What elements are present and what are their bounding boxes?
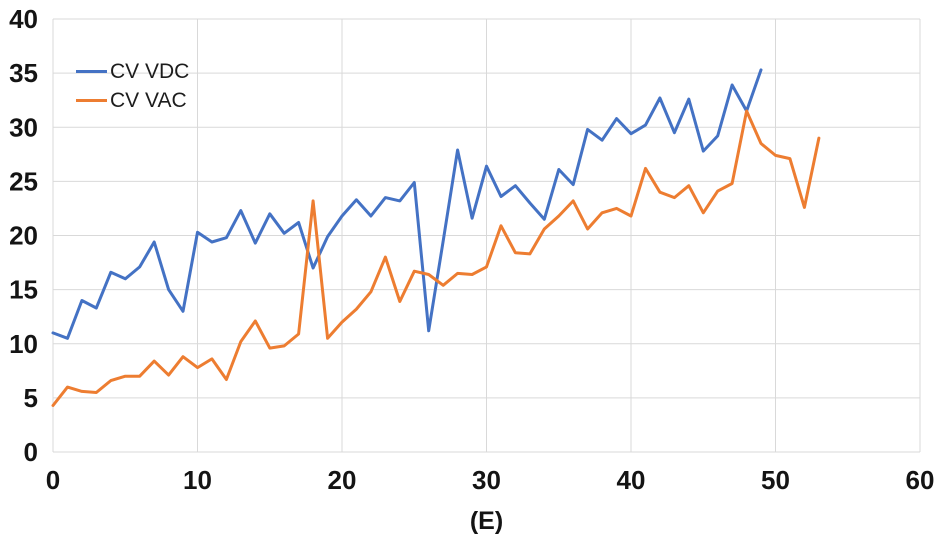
x-tick-label: 60 bbox=[906, 465, 935, 495]
y-tick-label: 10 bbox=[9, 329, 38, 359]
y-tick-label: 0 bbox=[24, 437, 38, 467]
x-tick-label: 0 bbox=[46, 465, 60, 495]
y-tick-label: 20 bbox=[9, 221, 38, 251]
y-tick-label: 40 bbox=[9, 4, 38, 34]
chart-legend: CV VDC CV VAC bbox=[76, 57, 189, 115]
y-tick-label: 35 bbox=[9, 58, 38, 88]
x-tick-label: 40 bbox=[617, 465, 646, 495]
y-tick-label: 30 bbox=[9, 112, 38, 142]
y-tick-label: 5 bbox=[24, 383, 38, 413]
legend-line-cv-vac-icon bbox=[76, 99, 107, 102]
legend-label-cv-vac: CV VAC bbox=[110, 89, 187, 112]
series-line-cv-vac bbox=[51, 109, 821, 407]
y-tick-label: 25 bbox=[9, 166, 38, 196]
x-axis-title: (E) bbox=[469, 507, 504, 535]
series-line-cv-vdc bbox=[51, 68, 763, 340]
legend-line-cv-vdc-icon bbox=[76, 70, 107, 73]
x-tick-label: 50 bbox=[761, 465, 790, 495]
y-tick-label: 15 bbox=[9, 275, 38, 305]
legend-item-cv-vdc: CV VDC bbox=[76, 57, 189, 86]
x-tick-label: 20 bbox=[328, 465, 357, 495]
x-tick-label: 30 bbox=[472, 465, 501, 495]
x-tick-label: 10 bbox=[183, 465, 212, 495]
legend-label-cv-vdc: CV VDC bbox=[110, 60, 190, 83]
legend-item-cv-vac: CV VAC bbox=[76, 86, 189, 115]
